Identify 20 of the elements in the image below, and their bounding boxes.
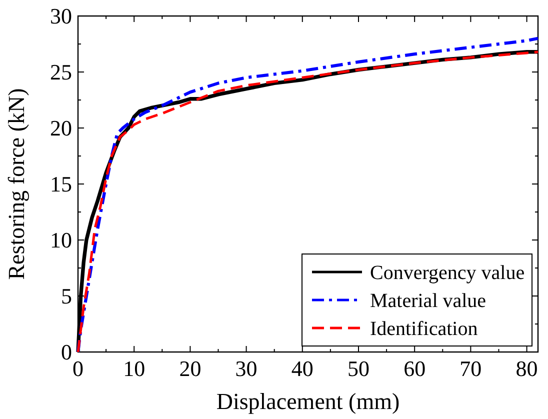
x-tick-label: 30 bbox=[235, 356, 258, 381]
y-tick-label: 0 bbox=[61, 340, 72, 365]
x-tick-label: 50 bbox=[347, 356, 370, 381]
x-tick-label: 60 bbox=[404, 356, 426, 381]
legend-label: Identification bbox=[370, 318, 478, 340]
x-tick-label: 70 bbox=[460, 356, 482, 381]
y-tick-label: 25 bbox=[50, 60, 72, 85]
y-axis-title: Restoring force (kN) bbox=[4, 88, 29, 280]
y-tick-label: 20 bbox=[50, 116, 72, 141]
x-tick-label: 40 bbox=[291, 356, 314, 381]
y-tick-label: 30 bbox=[50, 4, 72, 29]
y-tick-label: 5 bbox=[61, 284, 72, 309]
x-tick-label: 20 bbox=[179, 356, 202, 381]
y-tick-label: 15 bbox=[50, 172, 72, 197]
y-tick-label: 10 bbox=[50, 228, 72, 253]
legend-label: Convergency value bbox=[370, 262, 525, 284]
x-tick-label: 10 bbox=[123, 356, 146, 381]
x-tick-label: 80 bbox=[516, 356, 538, 381]
legend-label: Material value bbox=[370, 290, 486, 312]
x-axis-title: Displacement (mm) bbox=[216, 389, 400, 414]
